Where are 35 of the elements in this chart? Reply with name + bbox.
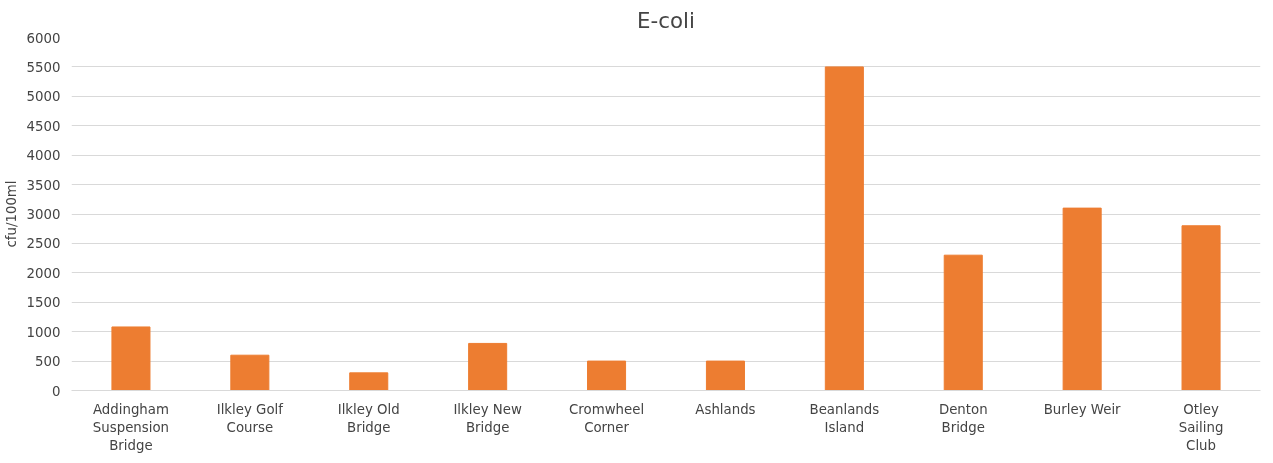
x-tick-label: Ilkley New Bridge: [453, 401, 522, 435]
bar: [1062, 207, 1102, 391]
bar: [1181, 225, 1221, 391]
y-tick-label: 2500: [26, 236, 61, 252]
y-tick-label: 4000: [26, 148, 61, 164]
y-tick-label: 5500: [26, 59, 61, 75]
bar: [349, 372, 389, 391]
x-tick-label: Burley Weir: [1043, 401, 1122, 417]
x-tick-label: Ashlands: [695, 401, 756, 417]
x-tick-label: Ilkley Old Bridge: [337, 401, 400, 435]
bar: [468, 342, 508, 391]
y-tick-label: 500: [35, 354, 61, 370]
x-tick-label: Ilkley Golf Course: [216, 401, 284, 435]
bar: [230, 354, 270, 391]
x-tick-label: Otley Sailing Club: [1178, 401, 1224, 453]
y-tick-label: 3000: [26, 207, 61, 222]
y-tick-label: 1000: [26, 324, 61, 340]
y-tick-label: 6000: [26, 30, 61, 46]
y-tick-label: 1500: [26, 295, 61, 311]
bar: [824, 66, 864, 391]
bar: [587, 360, 627, 391]
y-tick-label: 5000: [26, 89, 61, 105]
x-tick-label: Denton Bridge: [938, 401, 988, 435]
y-axis-title: cfu/100ml: [3, 180, 19, 248]
x-tick-label: Beanlands Island: [809, 401, 880, 435]
chart-title: E-coli: [637, 7, 695, 33]
x-tick-label: Addingham Suspension Bridge: [92, 401, 170, 453]
y-tick-label: 2000: [26, 265, 61, 281]
x-tick-label: Cromwheel Corner: [569, 401, 645, 435]
y-tick-label: 4500: [26, 118, 61, 134]
bar: [943, 254, 983, 391]
y-tick-label: 3500: [26, 177, 61, 193]
bar: [111, 326, 151, 391]
y-tick-label: 0: [52, 383, 61, 399]
bar: [705, 360, 745, 391]
